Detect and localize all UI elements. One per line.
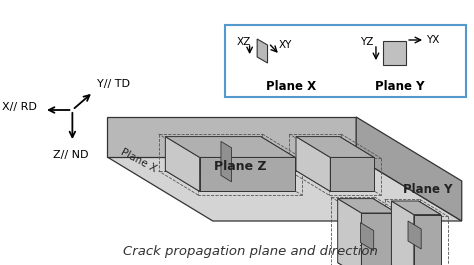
Polygon shape xyxy=(337,263,397,265)
Polygon shape xyxy=(337,198,397,213)
Polygon shape xyxy=(296,136,339,171)
Polygon shape xyxy=(392,201,414,265)
Polygon shape xyxy=(257,39,267,63)
Text: Y// TD: Y// TD xyxy=(97,79,130,89)
Polygon shape xyxy=(296,136,374,157)
Polygon shape xyxy=(373,198,397,265)
Text: X// RD: X// RD xyxy=(2,102,36,112)
Polygon shape xyxy=(261,136,295,191)
Text: Crack propagation plane and direction: Crack propagation plane and direction xyxy=(123,245,378,258)
Polygon shape xyxy=(356,117,462,221)
Polygon shape xyxy=(419,201,441,265)
Text: Plane X: Plane X xyxy=(119,147,158,175)
Text: Plane Y: Plane Y xyxy=(403,183,453,196)
Polygon shape xyxy=(414,215,441,265)
Polygon shape xyxy=(392,201,441,215)
Polygon shape xyxy=(165,136,261,171)
Polygon shape xyxy=(165,136,200,191)
Text: YX: YX xyxy=(426,35,439,45)
Polygon shape xyxy=(362,213,397,265)
Text: Plane Z: Plane Z xyxy=(214,161,266,174)
Polygon shape xyxy=(408,221,421,249)
Polygon shape xyxy=(339,136,374,191)
Polygon shape xyxy=(337,198,362,265)
Polygon shape xyxy=(392,201,419,265)
Polygon shape xyxy=(296,171,374,191)
Text: YZ: YZ xyxy=(360,37,373,47)
Polygon shape xyxy=(361,223,374,251)
Bar xyxy=(383,41,406,65)
Text: XZ: XZ xyxy=(237,37,251,47)
Polygon shape xyxy=(296,136,330,191)
Bar xyxy=(225,25,465,97)
Polygon shape xyxy=(221,142,231,182)
Polygon shape xyxy=(107,157,462,221)
Polygon shape xyxy=(330,157,374,191)
Text: Plane Y: Plane Y xyxy=(375,81,424,94)
Text: XY: XY xyxy=(279,40,292,50)
Text: Z// ND: Z// ND xyxy=(53,150,88,160)
Polygon shape xyxy=(337,198,373,263)
Polygon shape xyxy=(165,136,295,157)
Polygon shape xyxy=(165,171,295,191)
Polygon shape xyxy=(200,157,295,191)
Text: Plane X: Plane X xyxy=(266,81,316,94)
Polygon shape xyxy=(107,117,356,157)
